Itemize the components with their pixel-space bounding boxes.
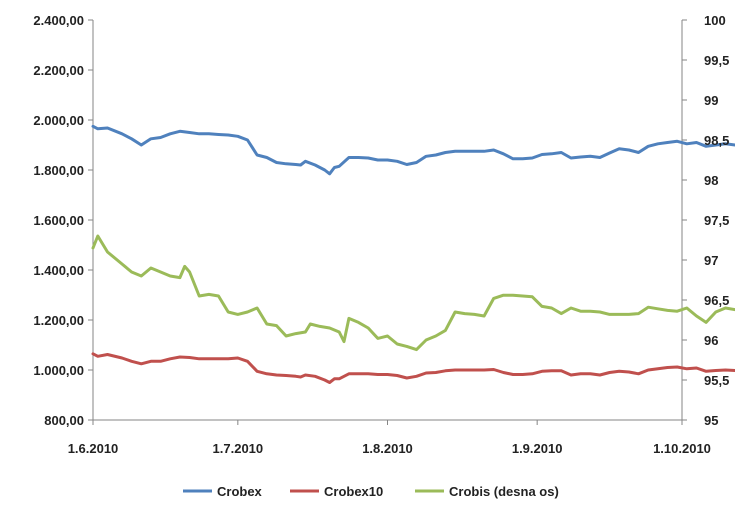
right-y-tick-label: 95 [704, 413, 718, 428]
legend-item: Crobis (desna os) [415, 484, 559, 499]
tick-labels: 800,00 1.000,00 1.200,00 1.400,00 1.600,00 1.… [33, 13, 729, 456]
left-y-tick-label: 1.600,00 [33, 213, 84, 228]
series-crobis-desna-os [91, 234, 735, 352]
left-y-tick-label: 1.400,00 [33, 263, 84, 278]
legend-item: Crobex [183, 484, 263, 499]
legend-item: Crobex10 [290, 484, 383, 499]
right-y-tick-label: 98,5 [704, 133, 729, 148]
series-line [91, 234, 735, 352]
right-y-tick-label: 100 [704, 13, 726, 28]
left-y-tick-label: 2.200,00 [33, 63, 84, 78]
legend-label: Crobex [217, 484, 263, 499]
right-y-tick-label: 95,5 [704, 373, 729, 388]
right-y-tick-label: 97,5 [704, 213, 729, 228]
x-tick-label: 1.8.2010 [362, 441, 413, 456]
right-y-tick-label: 99 [704, 93, 718, 108]
left-y-tick-label: 800,00 [44, 413, 84, 428]
right-y-tick-label: 99,5 [704, 53, 729, 68]
right-y-tick-label: 96,5 [704, 293, 729, 308]
series-line [91, 352, 735, 384]
x-tick-label: 1.7.2010 [213, 441, 264, 456]
series-crobex10 [91, 352, 735, 384]
x-tick-label: 1.9.2010 [512, 441, 563, 456]
left-y-tick-label: 1.800,00 [33, 163, 84, 178]
series-layer [91, 124, 735, 384]
legend: Crobex Crobex10 Crobis (desna os) [183, 484, 559, 499]
left-y-tick-label: 2.000,00 [33, 113, 84, 128]
right-y-tick-label: 97 [704, 253, 718, 268]
series-crobex [91, 124, 735, 176]
legend-label: Crobis (desna os) [449, 484, 559, 499]
left-y-tick-label: 1.200,00 [33, 313, 84, 328]
legend-label: Crobex10 [324, 484, 383, 499]
right-y-tick-label: 96 [704, 333, 718, 348]
series-line [91, 124, 735, 176]
right-y-tick-label: 98 [704, 173, 718, 188]
x-tick-label: 1.6.2010 [68, 441, 119, 456]
left-y-tick-label: 1.000,00 [33, 363, 84, 378]
x-tick-label: 1.10.2010 [653, 441, 711, 456]
left-y-tick-label: 2.400,00 [33, 13, 84, 28]
